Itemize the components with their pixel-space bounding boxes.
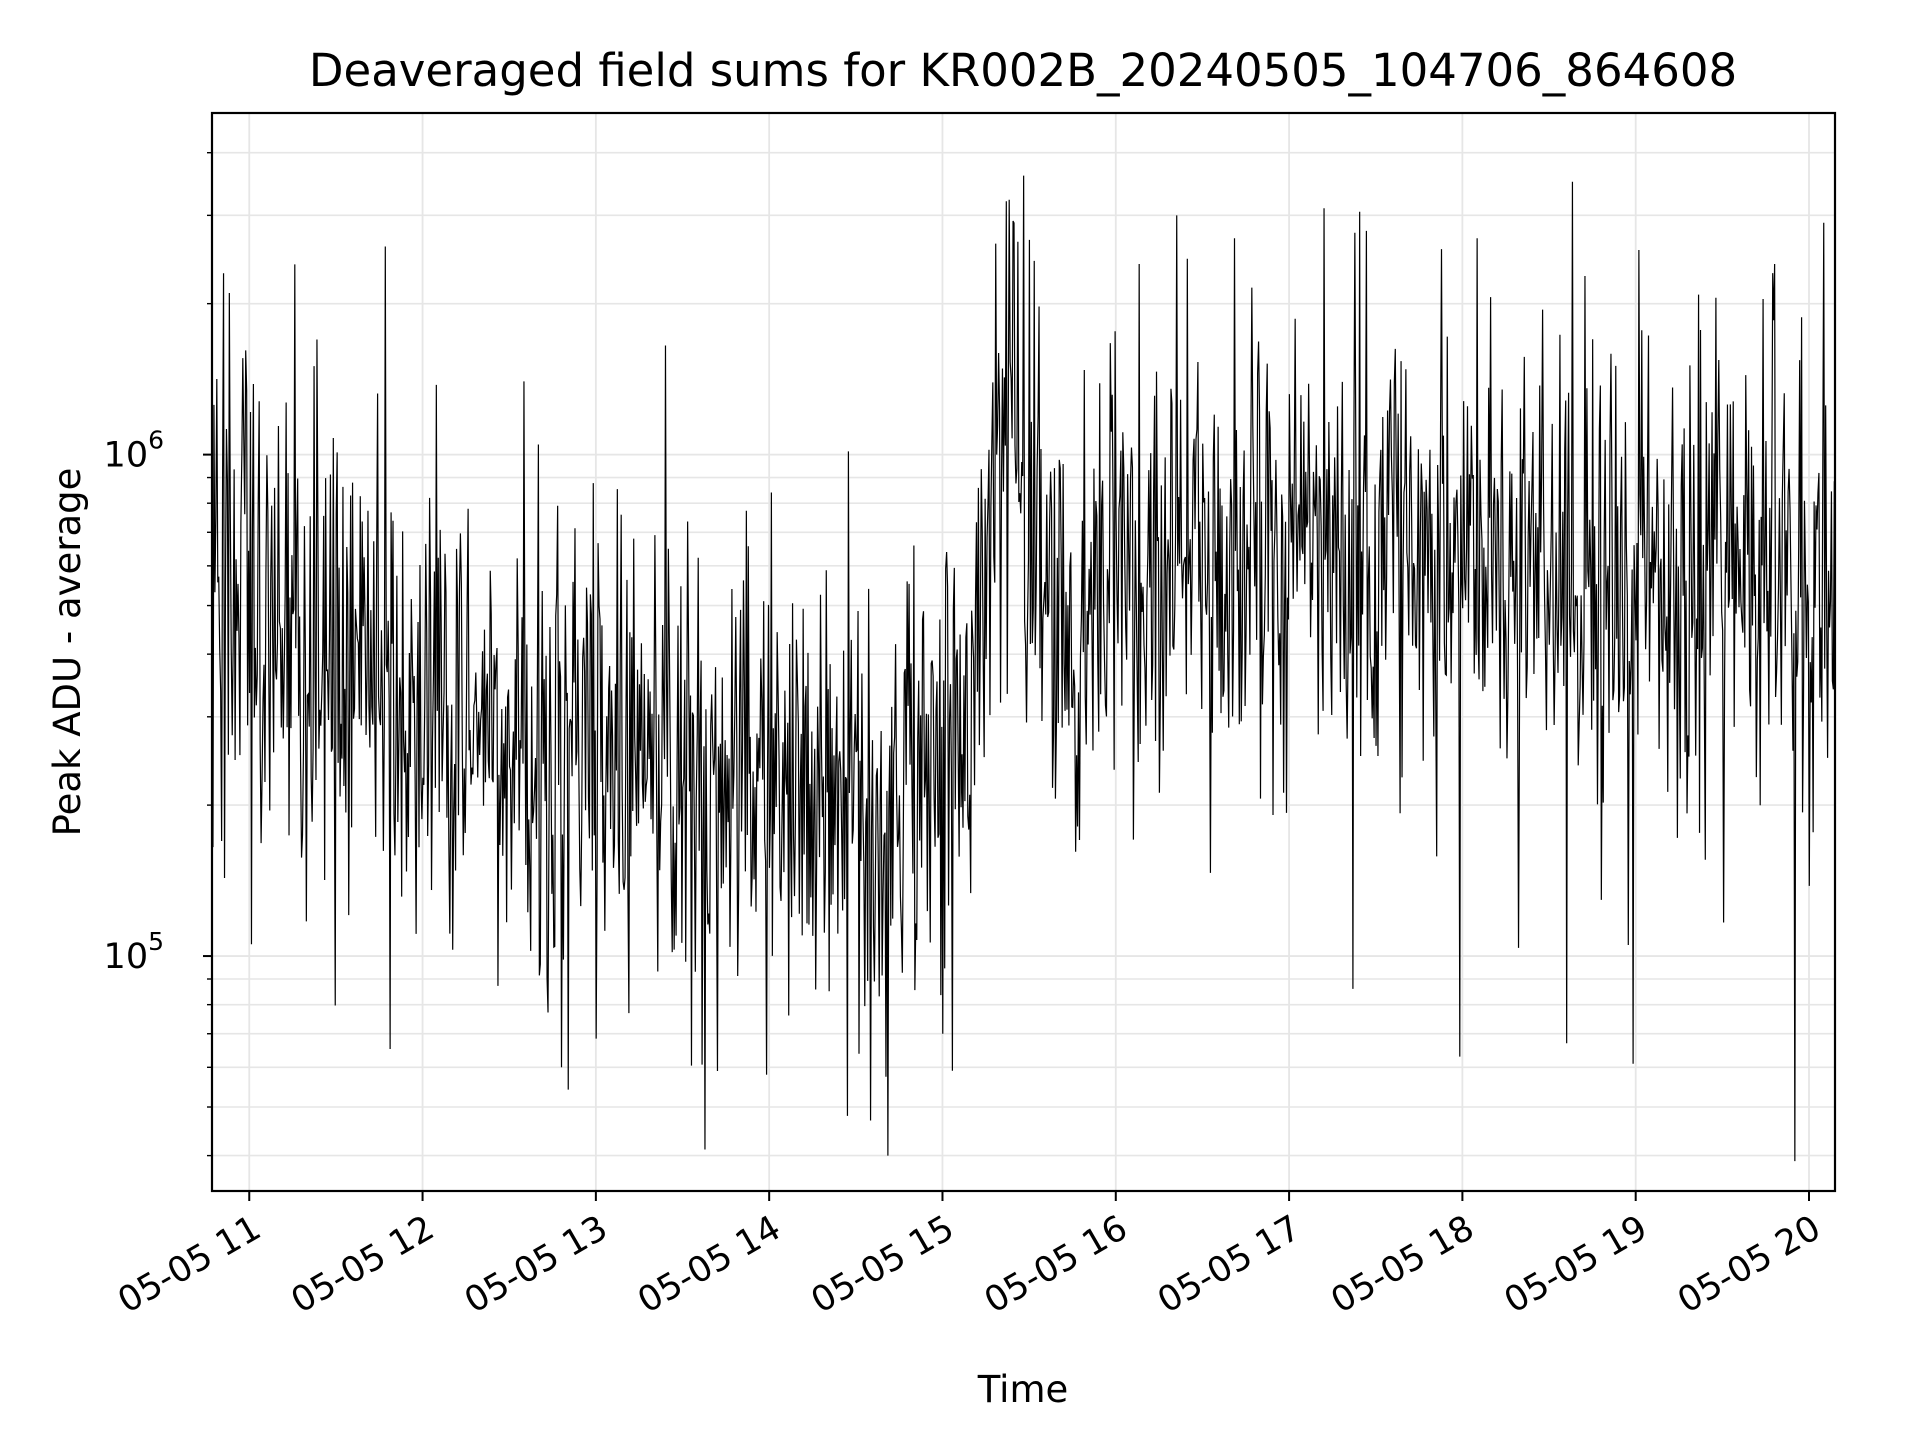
y-tick-label: 106 bbox=[104, 426, 164, 476]
series-layer bbox=[211, 175, 1835, 1162]
x-tick-label: 05-05 16 bbox=[978, 1208, 1134, 1321]
y-tick-exponent: 5 bbox=[148, 927, 164, 956]
x-tick-label: 05-05 15 bbox=[805, 1208, 961, 1321]
chart-title: Deaveraged field sums for KR002B_2024050… bbox=[309, 44, 1737, 97]
x-axis-label: Time bbox=[977, 1368, 1069, 1411]
x-tick-label: 05-05 11 bbox=[111, 1208, 267, 1321]
plot-frame bbox=[210, 111, 1837, 1193]
x-tick-label: 05-05 13 bbox=[458, 1208, 614, 1321]
x-tick-label: 05-05 19 bbox=[1498, 1208, 1654, 1321]
x-tick-label: 05-05 14 bbox=[631, 1208, 787, 1321]
y-axis-label: Peak ADU - average bbox=[46, 468, 89, 837]
y-tick-exponent: 6 bbox=[148, 426, 164, 455]
x-tick-label: 05-05 18 bbox=[1325, 1208, 1481, 1321]
x-tick-label: 05-05 17 bbox=[1151, 1208, 1307, 1321]
series-line bbox=[211, 175, 1835, 1162]
x-tick-label: 05-05 20 bbox=[1671, 1208, 1827, 1321]
x-tick-label: 05-05 12 bbox=[285, 1208, 441, 1321]
y-tick-label: 105 bbox=[104, 927, 164, 977]
